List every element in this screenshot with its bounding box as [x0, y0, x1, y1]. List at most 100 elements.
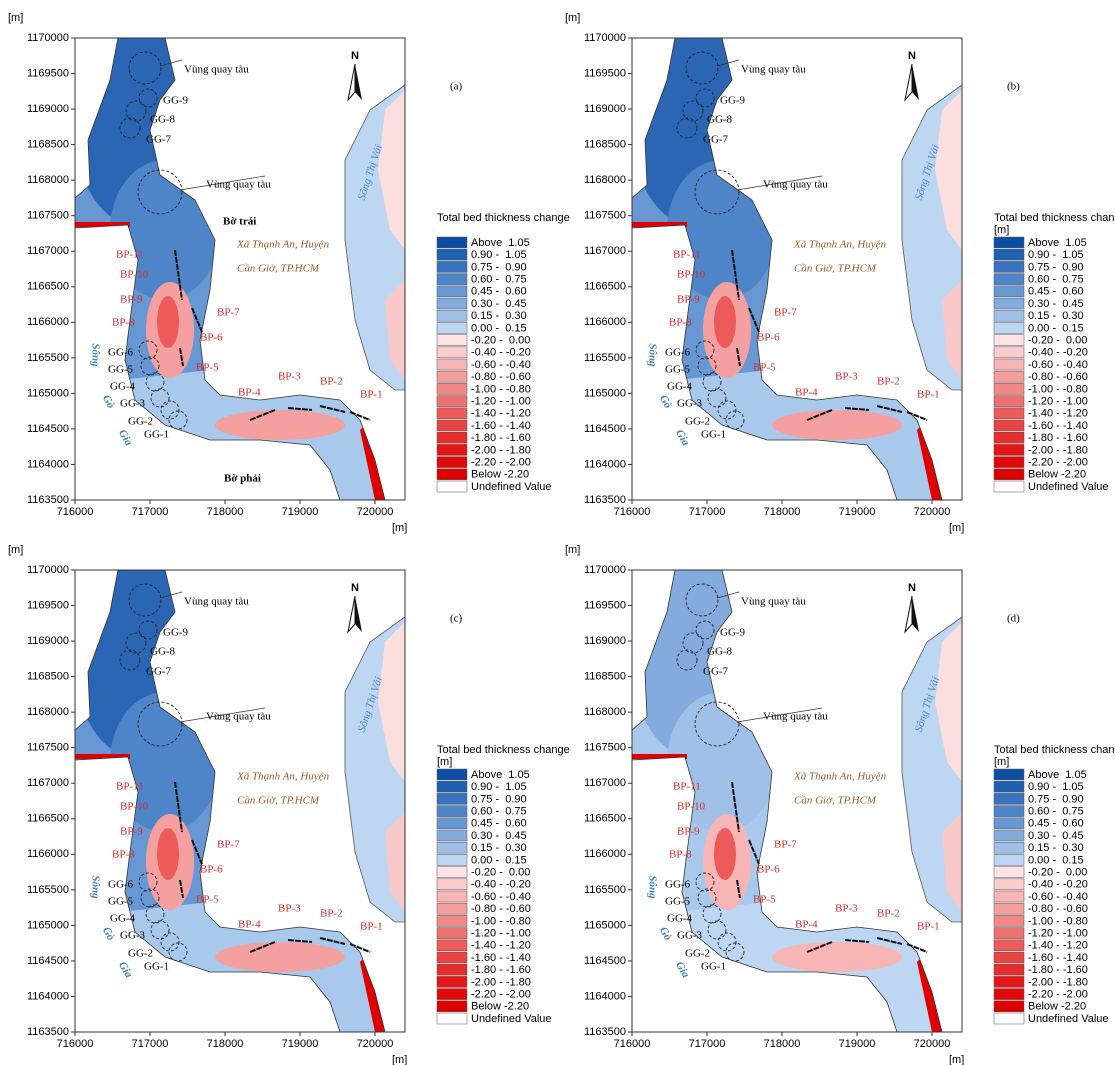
bp-label: BP-11	[116, 781, 144, 793]
y-tick-label: 1168500	[584, 139, 626, 151]
breakwater	[174, 249, 183, 301]
legend-label: 0.75 - 0.90	[471, 261, 527, 273]
erosion-edge	[360, 420, 385, 500]
legend-swatch	[993, 236, 1025, 249]
map-area	[632, 570, 962, 1032]
gg-label: GG-7	[146, 134, 172, 146]
leader-line	[179, 707, 266, 723]
legend-swatch	[436, 988, 468, 1000]
breakwater	[731, 249, 740, 301]
dredge-circle	[128, 51, 162, 85]
dredge-circle	[119, 649, 141, 671]
legend-swatch	[993, 407, 1025, 420]
gg-label: GG-8	[150, 114, 176, 126]
y-tick-label: 1168500	[27, 671, 69, 683]
legend-label: Undefined Value	[1028, 1013, 1109, 1025]
legend-swatch	[993, 963, 1025, 976]
gg-label: GG-9	[163, 95, 189, 107]
leader-line	[736, 707, 823, 723]
gg-label: GG-1	[144, 429, 169, 441]
dredge-circle	[682, 632, 704, 654]
x-unit: [m]	[392, 1054, 407, 1065]
legend-label: -2.00 - -1.80	[471, 976, 531, 988]
y-tick-label: 1165000	[27, 387, 69, 399]
legend-swatch	[436, 456, 468, 468]
map-panel: 1163500 1164000 1164500 1165000 1165500 11660…	[565, 544, 1115, 1065]
dredge-circle	[682, 100, 704, 122]
legend-label: -0.40 - -0.20	[471, 347, 531, 359]
y-unit: [m]	[565, 544, 580, 556]
bp-label: BP-2	[877, 908, 900, 920]
bp-label: BP-8	[112, 849, 135, 861]
gg-label: GG-1	[701, 429, 726, 441]
y-tick-label: 1167000	[584, 245, 626, 257]
bp-label: BP-2	[320, 908, 343, 920]
y-tick-label: 1164500	[27, 955, 69, 967]
breakwater	[736, 347, 741, 367]
bp-label: BP-1	[917, 921, 940, 933]
turning-basin-label: Vùng quay tàu	[206, 179, 271, 191]
y-tick-label: 1168000	[27, 706, 69, 718]
bp-label: BP-4	[238, 387, 261, 399]
turning-basin-label: Vùng quay tàu	[184, 64, 249, 76]
legend-swatch	[993, 370, 1025, 383]
legend-swatch	[436, 890, 468, 903]
north-arrow	[355, 64, 362, 100]
dredge-circle	[695, 872, 715, 892]
x-tick-label: 718000	[207, 1038, 244, 1050]
map-area	[632, 38, 962, 500]
x-tick-label: 716000	[614, 1038, 651, 1050]
river-name: Sông	[646, 343, 658, 367]
legend-swatch	[993, 273, 1025, 285]
legend-label: -1.60 - -1.40	[471, 952, 531, 964]
legend-swatch	[436, 444, 468, 456]
thi-vai-patch	[942, 280, 962, 380]
y-tick-label: 1164000	[27, 990, 69, 1002]
breakwater	[179, 879, 184, 899]
legend-label: 0.75 - 0.90	[1028, 261, 1084, 273]
legend-label: -1.60 - -1.40	[1028, 420, 1088, 432]
bp-label: BP-11	[673, 781, 701, 793]
legend-label: 0.90 - 1.05	[471, 781, 527, 793]
gg-label: GG-2	[685, 416, 710, 428]
legend-label: 0.75 - 0.90	[471, 793, 527, 805]
legend-label: Above 1.05	[471, 769, 530, 781]
gg-label: GG-3	[120, 398, 146, 410]
y-tick-label: 1164500	[584, 955, 626, 967]
x-tick-label: 720000	[357, 1038, 394, 1050]
map-panel: 1163500 1164000 1164500 1165000 1165500 11660…	[8, 544, 570, 1065]
gg-label: GG-1	[144, 961, 169, 973]
y-tick-label: 1165500	[27, 884, 69, 896]
breakwater	[191, 839, 203, 865]
legend-swatch	[436, 480, 468, 493]
legend-label: -0.20 - 0.00	[1028, 335, 1087, 347]
legend-swatch	[993, 261, 1025, 273]
legend-label: Above 1.05	[1028, 769, 1087, 781]
legend-label: -1.20 - -1.00	[1028, 396, 1088, 408]
legend-label: -0.80 - -0.60	[1028, 371, 1088, 383]
dredge-circle	[694, 169, 740, 215]
erosion-edge	[917, 420, 942, 500]
y-tick-label: 1169500	[27, 599, 69, 611]
north-arrow	[904, 63, 913, 102]
breakwater	[906, 411, 928, 421]
turning-basin-label: Vùng quay tàu	[206, 711, 271, 723]
dredge-circle	[128, 583, 162, 617]
legend-swatch	[436, 431, 468, 444]
legend-swatch	[436, 1000, 468, 1013]
breakwater	[844, 939, 870, 943]
legend-swatch	[993, 285, 1025, 298]
gg-label: GG-9	[163, 627, 189, 639]
bp-label: BP-1	[360, 921, 383, 933]
dredge-circle	[725, 410, 745, 430]
erosion-zone	[714, 828, 736, 880]
y-tick-label: 1170000	[584, 32, 626, 44]
gg-label: GG-6	[665, 347, 691, 359]
breakwater	[249, 941, 276, 953]
y-tick-label: 1165500	[584, 352, 626, 364]
legend-swatch	[436, 963, 468, 976]
bp-label: BP-9	[120, 294, 143, 306]
legend-swatch	[436, 383, 468, 395]
gg-label: GG-4	[667, 381, 693, 393]
gg-label: GG-9	[720, 95, 746, 107]
